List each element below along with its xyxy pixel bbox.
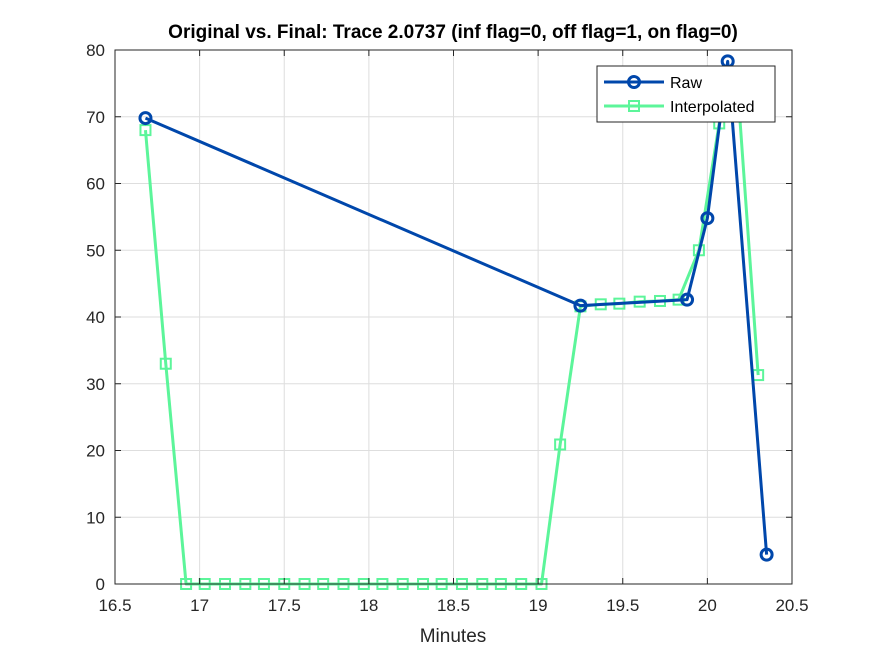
x-tick-label: 18 xyxy=(359,596,378,615)
series-line xyxy=(144,59,769,555)
y-tick-label: 10 xyxy=(86,508,105,527)
y-tick-label: 70 xyxy=(86,108,105,127)
data-point xyxy=(680,292,695,307)
x-tick-label: 20 xyxy=(698,596,717,615)
y-tick-label: 80 xyxy=(86,41,105,60)
y-tick-label: 20 xyxy=(86,442,105,461)
y-tick-label: 50 xyxy=(86,241,105,260)
legend-interpolated-marker xyxy=(628,100,640,112)
x-tick-label: 19 xyxy=(529,596,548,615)
legend-raw-label: Raw xyxy=(670,75,702,92)
x-tick-label: 20.5 xyxy=(775,596,808,615)
legend-interpolated-label: Interpolated xyxy=(670,99,755,116)
y-tick-label: 40 xyxy=(86,308,105,327)
x-tick-label: 19.5 xyxy=(606,596,639,615)
y-tick-label: 30 xyxy=(86,375,105,394)
data-point xyxy=(139,124,152,137)
data-point xyxy=(138,111,153,126)
y-tick-label: 0 xyxy=(96,575,105,594)
data-point xyxy=(573,298,588,313)
x-tick-label: 18.5 xyxy=(437,596,470,615)
x-tick-label: 16.5 xyxy=(98,596,131,615)
x-tick-label: 17.5 xyxy=(268,596,301,615)
y-tick-label: 60 xyxy=(86,175,105,194)
data-point xyxy=(700,211,715,226)
axis-ticks: 16.5 17 17.5 18 18.5 19 19.5 20 20.5 0 10 20 30 40 50 6… xyxy=(86,41,808,615)
x-tick-label: 17 xyxy=(190,596,209,615)
legend: Raw Interpolated xyxy=(596,65,776,123)
x-axis-label: Minutes xyxy=(420,626,487,647)
data-point xyxy=(554,438,567,451)
legend-box xyxy=(596,65,776,123)
data-point xyxy=(159,357,172,370)
data-point xyxy=(759,547,774,562)
legend-raw-marker xyxy=(627,75,641,89)
chart-title: Original vs. Final: Trace 2.0737 (inf fl… xyxy=(168,22,738,43)
